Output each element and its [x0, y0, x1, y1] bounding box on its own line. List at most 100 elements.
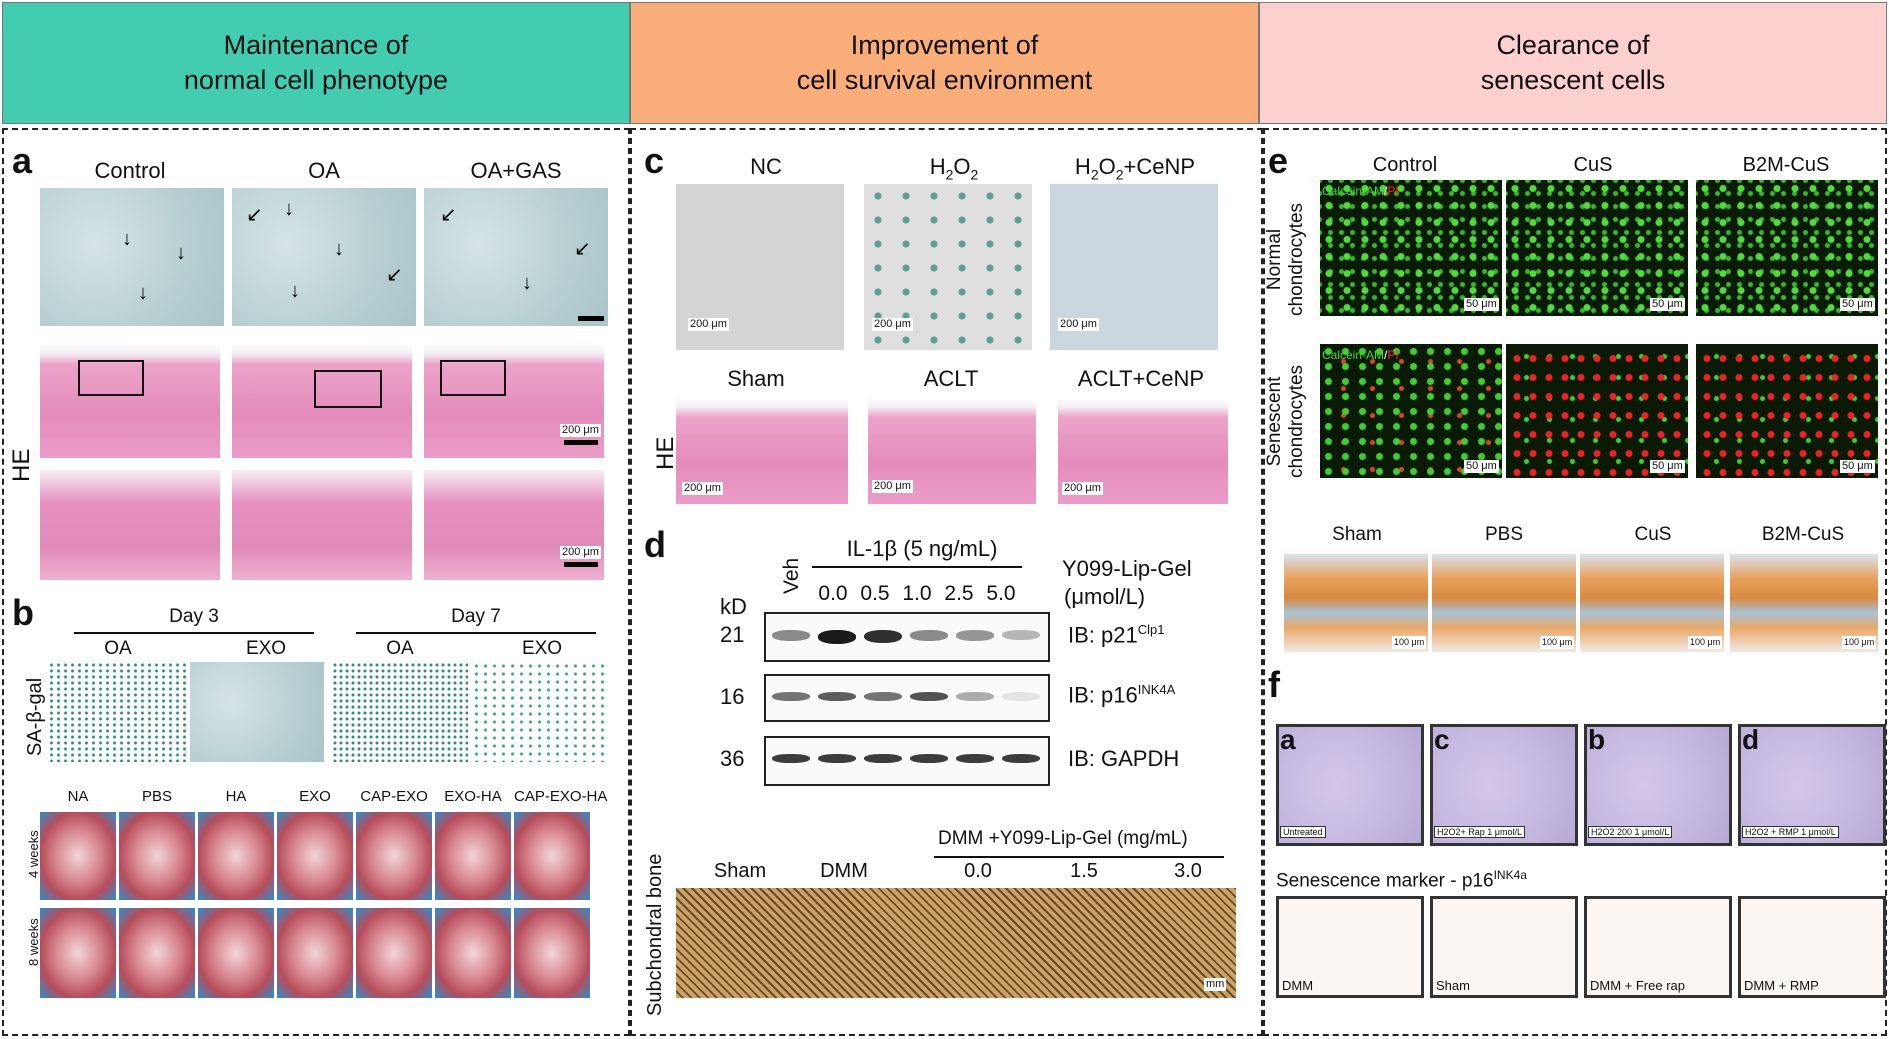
p16-image [1584, 896, 1732, 998]
dmm-line [934, 856, 1224, 858]
marker-title: Senescence marker - p16INK4a [1276, 868, 1527, 892]
scale-bar-label: 200 μm [560, 546, 601, 559]
band-gapdh [1002, 754, 1040, 763]
arrow-icon: ↓ [122, 228, 132, 250]
band-gapdh [956, 754, 994, 763]
blot-gapdh [764, 736, 1050, 786]
concentration-label: 2.5 [944, 582, 974, 605]
scale-bar-label: 200 μm [560, 424, 601, 437]
stain-sep: / [1384, 184, 1388, 198]
stain-green: Calcein-AM [1322, 348, 1385, 362]
cell-image [1738, 724, 1886, 846]
blot-p16 [764, 674, 1050, 722]
bone-col-title: 3.0 [1174, 860, 1202, 882]
bone-col-title: 1.5 [1070, 860, 1098, 882]
knee-photo-8w [119, 908, 195, 998]
scale-bar-label: 200 μm [688, 318, 729, 331]
ib-p16-sup: INK4A [1137, 682, 1176, 697]
band-p16 [1002, 692, 1040, 701]
knee-group-title: HA [225, 788, 247, 805]
arrow-icon: ↓ [176, 242, 186, 264]
scale-bar-label: 50 μm [1840, 298, 1875, 311]
row-label-sa-gal: SA-β-gal [24, 677, 46, 756]
drug-label: Y099-Lip-Gel [1062, 556, 1192, 581]
stain-label: Calcein-AM/PI [1322, 348, 1399, 362]
col-title-nc: NC [750, 154, 782, 179]
cell-letter: d [1742, 724, 1760, 755]
band-gapdh [910, 754, 948, 763]
marker-sup: INK4a [1493, 868, 1527, 882]
panel-label-e: e [1268, 140, 1289, 181]
zoom-box [78, 360, 144, 396]
ib-p21-text: IB: p21 [1068, 622, 1138, 648]
blot-p21 [764, 612, 1050, 662]
band-p16 [864, 692, 902, 701]
kd-label: kD [720, 594, 747, 619]
sa-gal-exo-d7 [472, 662, 606, 762]
band-p16 [818, 692, 856, 701]
scale-bar [578, 316, 604, 321]
he-zoom-control [40, 470, 220, 580]
band-p16 [956, 692, 994, 701]
column-right [1263, 128, 1887, 1036]
row-label-he: HE [8, 448, 35, 482]
col-title-sham: Sham [727, 366, 785, 391]
band-gapdh [864, 754, 902, 763]
knee-photo-4w [277, 812, 353, 900]
stain-sep: / [1384, 348, 1388, 362]
mw-21: 21 [720, 622, 745, 647]
knee-group-title: EXO [299, 788, 331, 805]
ib-p16: IB: p16INK4A [1068, 682, 1175, 708]
day3-line [74, 632, 314, 634]
knee-photo-8w [356, 908, 432, 998]
day3-label: Day 3 [169, 606, 219, 627]
arrow-icon: ↙ [440, 204, 457, 226]
lane-label-veh: Veh [780, 557, 803, 594]
scale-bar-label: 200 μm [1062, 482, 1103, 495]
sa-gal-oa-d3 [48, 662, 186, 762]
panel-label-b: b [12, 592, 34, 633]
col-title-oa-d3: OA [104, 638, 132, 659]
col-title-oa-gas: OA+GAS [470, 158, 562, 183]
knee-group-title: CAP-EXO [360, 788, 428, 805]
row-label-normal: Normal chondrocytes [1264, 202, 1307, 316]
band-p16 [772, 692, 810, 701]
fluor-senescent-b2m [1696, 344, 1878, 478]
scale-bar-label: 100 μm [1842, 636, 1877, 649]
cell-image [1584, 724, 1732, 846]
panel-label-a: a [12, 140, 33, 181]
sa-image-control [40, 188, 224, 326]
ib-p21: IB: p21Clp1 [1068, 622, 1164, 648]
knee-photo-4w [435, 812, 511, 900]
dmm-title: DMM +Y099-Lip-Gel (mg/mL) [938, 828, 1188, 849]
band-p21 [772, 630, 810, 641]
day7-line [356, 632, 596, 634]
knee-photo-4w [514, 812, 590, 900]
arrow-icon: ↓ [334, 238, 344, 260]
scale-bar-label: 50 μm [1650, 460, 1685, 473]
header-maintenance: Maintenance of normal cell phenotype [2, 2, 630, 124]
concentration-label: 5.0 [986, 582, 1016, 605]
band-p16 [910, 692, 948, 701]
cell-caption: H2O2 + RMP 1 μmol/L [1742, 826, 1839, 838]
col-title-sham-e: Sham [1332, 524, 1382, 545]
panel-label-f: f [1268, 664, 1280, 705]
band-gapdh [818, 754, 856, 763]
p16-image [1430, 896, 1578, 998]
fluor-senescent-cus [1506, 344, 1688, 478]
knee-group-title: CAP-EXO-HA [514, 788, 608, 805]
sa-image-oa-gas [424, 188, 608, 326]
concentration-label: 1.0 [902, 582, 932, 605]
knee-photo-8w [40, 908, 116, 998]
sa-image-oa [232, 188, 416, 326]
fluor-normal-cus [1506, 180, 1688, 316]
col-title-b2m-cus-e2: B2M-CuS [1761, 524, 1845, 545]
ihc-b2m-cus [1730, 554, 1878, 652]
cell-letter: c [1434, 724, 1450, 755]
arrow-icon: ↙ [246, 204, 263, 226]
mw-36: 36 [720, 746, 745, 771]
header-improvement: Improvement of cell survival environment [630, 2, 1259, 124]
stain-red: PI [1387, 348, 1399, 362]
band-p21 [864, 630, 902, 644]
sa-gal-oa-d7 [332, 662, 468, 762]
